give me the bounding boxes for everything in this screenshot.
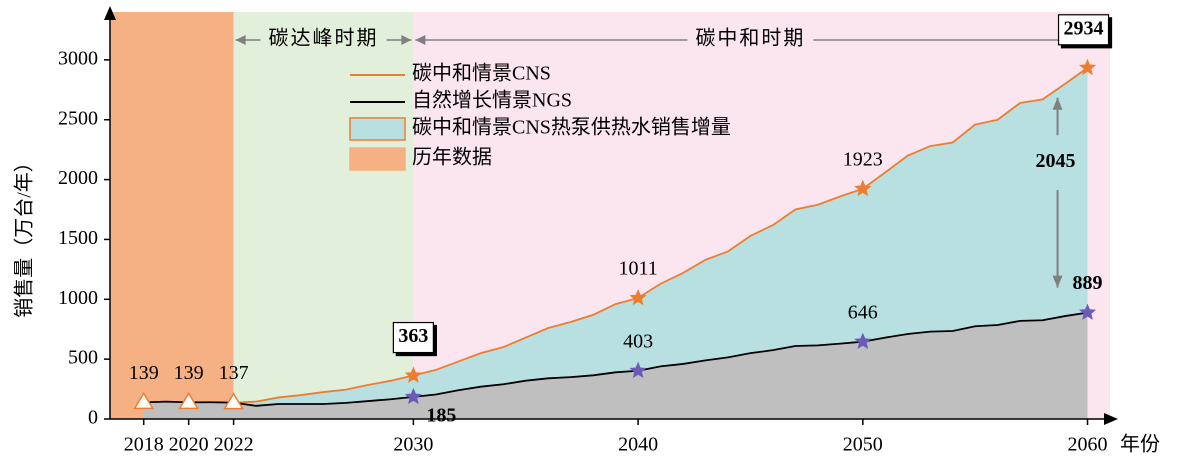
period-region	[233, 12, 414, 419]
period-label: 碳达峰时期	[268, 27, 378, 50]
series-line	[233, 67, 1089, 404]
star-marker	[404, 366, 422, 383]
history-marker	[178, 391, 199, 410]
y-tick-label: 2500	[58, 107, 98, 129]
star-marker	[1079, 303, 1097, 320]
arrow-head	[1052, 275, 1063, 288]
value-label: 2934	[1064, 17, 1104, 39]
value-label: 1011	[618, 258, 657, 280]
star-marker	[1079, 58, 1097, 76]
increment-area	[233, 67, 1088, 406]
y-tick-label: 2000	[58, 167, 98, 189]
y-tick-label: 1500	[58, 227, 98, 249]
arrow-head	[235, 35, 246, 45]
star-marker	[404, 387, 422, 405]
legend-label: 碳中和情景CNS	[412, 62, 551, 85]
legend-swatch	[349, 147, 406, 171]
difference-label: 2045	[1036, 150, 1076, 172]
arrow-head	[401, 35, 412, 45]
x-axis-arrow	[1104, 413, 1118, 425]
value-label: 185	[426, 404, 456, 426]
base-area	[143, 312, 1088, 419]
history-label: 137	[219, 362, 249, 384]
y-tick-label: 1000	[58, 287, 98, 309]
arrow-head	[1052, 97, 1063, 110]
x-tick-label: 2030	[393, 434, 433, 456]
x-tick-label: 2040	[618, 434, 658, 456]
value-label: 1923	[843, 148, 883, 170]
history-marker	[133, 391, 155, 410]
legend-swatch	[349, 117, 406, 141]
y-tick-label: 0	[88, 407, 98, 429]
x-axis-label: 年份	[1120, 433, 1160, 456]
legend-label: 自然增长情景NGS	[412, 89, 572, 112]
x-tick-label: 2060	[1068, 434, 1108, 456]
value-label: 363	[398, 325, 428, 347]
star-marker	[629, 361, 647, 378]
series-line	[143, 311, 1088, 407]
y-axis-label: 销售量（万台/年）	[13, 152, 36, 318]
label-box	[392, 321, 434, 354]
x-tick-label: 2020	[169, 434, 209, 456]
label-box	[1057, 14, 1110, 46]
legend-label: 碳中和情景CNS热泵供热水销售增量	[412, 116, 731, 139]
legend-label: 历年数据	[412, 146, 492, 169]
x-tick-label: 2022	[214, 434, 254, 456]
history-region	[110, 12, 234, 419]
value-label: 403	[623, 330, 653, 352]
x-tick-label: 2018	[124, 434, 164, 456]
value-label: 646	[848, 301, 878, 323]
arrow-head	[415, 35, 426, 45]
y-axis-arrow	[104, 6, 116, 20]
history-label: 139	[129, 362, 159, 384]
period-label: 碳中和时期	[695, 27, 805, 50]
history-label: 139	[174, 362, 204, 384]
star-marker	[629, 289, 647, 306]
star-marker	[854, 179, 872, 197]
y-tick-label: 3000	[58, 47, 98, 69]
history-marker	[223, 392, 244, 410]
star-marker	[854, 332, 872, 349]
value-label: 889	[1073, 272, 1103, 294]
y-tick-label: 500	[68, 347, 98, 369]
x-tick-label: 2050	[843, 434, 883, 456]
